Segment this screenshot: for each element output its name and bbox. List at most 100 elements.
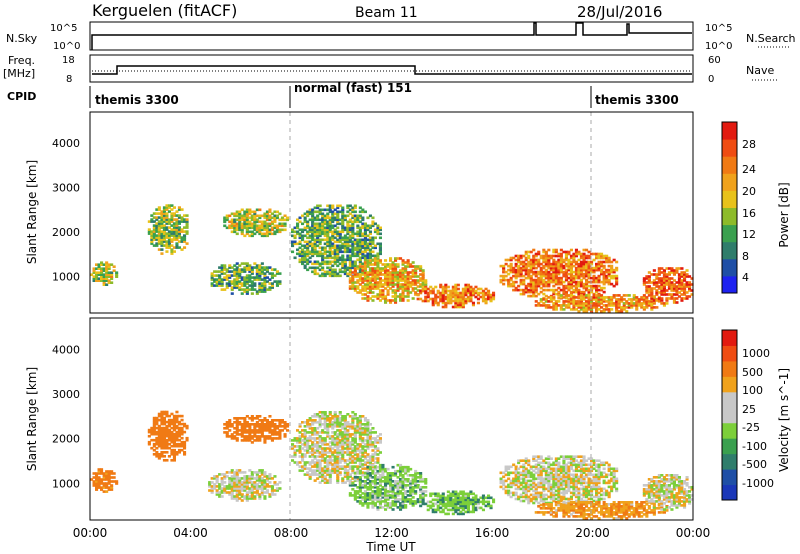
power-cell xyxy=(97,267,101,270)
power-cell xyxy=(348,264,352,268)
velocity-cell xyxy=(341,415,345,418)
power-cell xyxy=(632,304,636,307)
velocity-cell xyxy=(323,441,327,444)
velocity-cell xyxy=(353,498,357,501)
power-cell xyxy=(223,272,227,275)
velocity-cell xyxy=(245,493,249,496)
velocity-cell xyxy=(268,475,272,478)
power-cell xyxy=(419,277,423,280)
velocity-cell xyxy=(270,437,274,440)
power-cell xyxy=(358,220,362,224)
power-cell xyxy=(361,208,365,212)
power-cell xyxy=(323,274,327,278)
velocity-cell xyxy=(255,431,259,434)
velocity-cell xyxy=(183,446,187,450)
velocity-cell xyxy=(328,447,332,450)
velocity-cell xyxy=(346,425,350,428)
velocity-cell xyxy=(160,426,164,430)
power-cell xyxy=(585,308,589,311)
power-cell xyxy=(230,286,234,289)
power-cell xyxy=(650,289,654,292)
velocity-cell xyxy=(253,487,257,490)
power-cell xyxy=(373,279,377,282)
power-cell xyxy=(411,289,415,292)
velocity-cell xyxy=(238,429,242,432)
velocity-cell xyxy=(328,451,332,454)
velocity-cell xyxy=(218,493,222,496)
power-cell xyxy=(585,262,589,266)
velocity-cell xyxy=(105,470,109,473)
velocity-cell xyxy=(275,427,279,430)
power-cell xyxy=(607,268,611,272)
velocity-cell xyxy=(346,449,350,452)
velocity-cell xyxy=(311,455,315,458)
power-cell xyxy=(579,294,583,297)
power-cell xyxy=(311,212,315,216)
velocity-cell xyxy=(283,425,287,428)
velocity-cell xyxy=(235,419,239,422)
velocity-cell xyxy=(323,421,327,424)
velocity-cell xyxy=(373,467,377,471)
power-cell xyxy=(667,277,671,280)
power-cell xyxy=(444,291,448,295)
power-cell xyxy=(670,269,674,272)
velocity-cell xyxy=(240,471,244,474)
velocity-cell xyxy=(152,426,156,430)
velocity-cell xyxy=(260,419,264,422)
power-cell xyxy=(343,240,347,244)
velocity-cell xyxy=(351,494,355,497)
power-cell xyxy=(612,274,616,278)
velocity-cell xyxy=(323,431,327,434)
power-cell xyxy=(597,268,601,272)
power-cell xyxy=(675,289,679,292)
velocity-cell xyxy=(318,469,322,472)
power-cell xyxy=(574,296,578,299)
power-cell xyxy=(175,234,179,237)
power-cell xyxy=(617,310,621,313)
power-cell xyxy=(296,248,300,252)
velocity-cell xyxy=(223,427,227,430)
velocity-cell xyxy=(210,481,214,484)
power-cell xyxy=(160,222,164,225)
power-cell xyxy=(577,262,581,266)
power-cell xyxy=(662,277,666,280)
velocity-cell xyxy=(338,467,342,470)
power-cell xyxy=(562,274,566,278)
velocity-cell xyxy=(160,414,164,418)
power-cell xyxy=(384,267,388,270)
power-cell xyxy=(605,308,609,311)
power-cell xyxy=(552,258,556,262)
velocity-cell xyxy=(363,502,367,505)
velocity-cell xyxy=(351,477,355,480)
power-cell xyxy=(585,270,589,274)
power-cell xyxy=(258,272,262,275)
power-cell xyxy=(567,288,571,292)
power-cell xyxy=(97,263,101,266)
power-cell xyxy=(640,306,644,309)
power-cell xyxy=(378,293,382,296)
power-cell xyxy=(441,293,445,297)
velocity-cell xyxy=(270,425,274,428)
power-cell xyxy=(602,286,606,290)
power-cell xyxy=(328,248,332,252)
velocity-cell xyxy=(296,441,300,444)
power-cell xyxy=(562,286,566,290)
power-cell xyxy=(655,289,659,292)
power-cell xyxy=(384,295,388,298)
power-cell xyxy=(167,240,171,243)
power-cell xyxy=(444,301,448,305)
velocity-cell xyxy=(263,475,267,478)
power-cell xyxy=(670,297,674,300)
power-cell xyxy=(361,281,365,284)
power-cell xyxy=(245,210,249,214)
power-cell xyxy=(177,206,181,209)
power-cell xyxy=(368,236,372,240)
power-cell xyxy=(361,262,365,266)
velocity-cell xyxy=(100,482,104,485)
power-cell xyxy=(569,248,573,252)
velocity-cell xyxy=(368,486,372,489)
power-cell xyxy=(235,214,239,218)
power-cell xyxy=(346,232,350,236)
velocity-cell xyxy=(363,480,367,483)
power-cell xyxy=(336,210,340,214)
